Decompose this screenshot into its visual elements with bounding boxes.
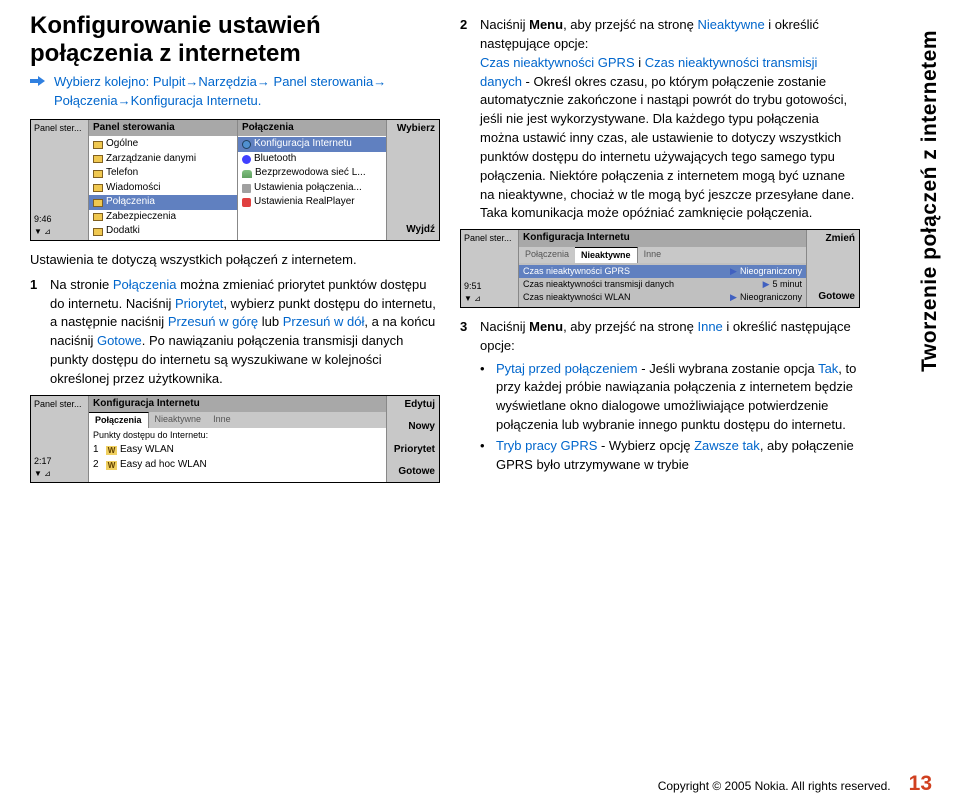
folder-icon	[93, 228, 103, 236]
list-item: Zabezpieczenia	[89, 210, 237, 225]
wlan-icon: W	[106, 446, 117, 455]
folder-icon	[93, 170, 103, 178]
screenshot-panel-3: Panel ster... 9:51 ▼ ⊿ Konfiguracja Inte…	[460, 229, 860, 308]
menu-button: Nowy	[408, 420, 435, 435]
list-item: 2WEasy ad hoc WLAN	[89, 458, 386, 473]
page-title: Konfigurowanie ustawień połączenia z int…	[30, 12, 440, 67]
bullet-1: • Pytaj przed połączeniem - Jeśli wybran…	[460, 360, 860, 435]
shot3-buttons: Zmień Gotowe	[807, 230, 859, 307]
tab: Inne	[207, 412, 237, 428]
shot1-sidebar: Panel ster... 9:46 ▼ ⊿	[31, 120, 89, 240]
rp-icon	[242, 198, 251, 207]
step-1: 1 Na stronie Połączenia można zmieniać p…	[30, 276, 440, 389]
bt-icon	[242, 155, 251, 164]
copyright: Copyright © 2005 Nokia. All rights reser…	[658, 779, 891, 793]
list-item: Bluetooth	[238, 152, 386, 167]
shot1-buttons: Wybierz Wyjdź	[387, 120, 439, 240]
folder-icon	[93, 213, 103, 221]
menu-button: Priorytet	[394, 443, 435, 458]
page-number: 13	[909, 772, 932, 796]
nav-text: Wybierz kolejno: Pulpit→Narzędzia→ Panel…	[54, 74, 386, 108]
tab: Połączenia	[519, 247, 575, 263]
folder-icon	[93, 199, 103, 207]
tab: Nieaktywne	[149, 412, 208, 428]
shot1-col2-header: Połączenia	[238, 120, 386, 137]
screenshot-panel-1: Panel ster... 9:46 ▼ ⊿ Panel sterowania …	[30, 119, 440, 241]
shot1-col1-header: Panel sterowania	[89, 120, 237, 137]
setting-row: Czas nieaktywności WLAN▶Nieograniczony	[519, 291, 806, 304]
list-item: Bezprzewodowa sieć L...	[238, 166, 386, 181]
list-item: Ogólne	[89, 137, 237, 152]
tab: Połączenia	[89, 412, 149, 428]
step-2: 2 Naciśnij Menu, aby przejść na stronę N…	[460, 16, 860, 223]
list-item: Zarządzanie danymi	[89, 152, 237, 167]
list-item: Ustawienia RealPlayer	[238, 195, 386, 210]
wlan-icon: W	[106, 461, 117, 470]
list-item: Wiadomości	[89, 181, 237, 196]
folder-icon	[93, 155, 103, 163]
setting-row: Czas nieaktywności GPRS▶Nieograniczony	[519, 265, 806, 278]
screenshot-panel-2: Panel ster... 2:17 ▼ ⊿ Konfiguracja Inte…	[30, 395, 440, 483]
page-footer: Copyright © 2005 Nokia. All rights reser…	[658, 772, 932, 796]
arrow-right-icon	[30, 75, 46, 87]
bullet-2: • Tryb pracy GPRS - Wybierz opcję Zawsze…	[460, 437, 860, 475]
list-item: Konfiguracja Internetu	[238, 137, 386, 152]
tab: Nieaktywne	[575, 247, 638, 263]
menu-button: Edytuj	[404, 398, 435, 413]
list-item: Dodatki	[89, 224, 237, 239]
tool-icon	[242, 184, 251, 193]
list-item: 1WEasy WLAN	[89, 443, 386, 458]
list-item: Połączenia	[89, 195, 237, 210]
step-3: 3 Naciśnij Menu, aby przejść na stronę I…	[460, 318, 860, 356]
list-item: Ustawienia połączenia...	[238, 181, 386, 196]
setting-row: Czas nieaktywności transmisji danych▶5 m…	[519, 278, 806, 291]
list-item: Telefon	[89, 166, 237, 181]
menu-button: Gotowe	[398, 465, 435, 480]
globe-icon	[242, 140, 251, 149]
tab: Inne	[638, 247, 668, 263]
folder-icon	[93, 141, 103, 149]
shot3-sidebar: Panel ster... 9:51 ▼ ⊿	[461, 230, 519, 307]
navigation-path: Wybierz kolejno: Pulpit→Narzędzia→ Panel…	[30, 73, 440, 111]
folder-icon	[93, 184, 103, 192]
wifi-icon	[242, 170, 252, 178]
paragraph-1: Ustawienia te dotyczą wszystkich połącze…	[30, 251, 440, 270]
shot2-sidebar: Panel ster... 2:17 ▼ ⊿	[31, 396, 89, 482]
section-sidebar-title: Tworzenie połączeń z internetem	[918, 30, 942, 372]
